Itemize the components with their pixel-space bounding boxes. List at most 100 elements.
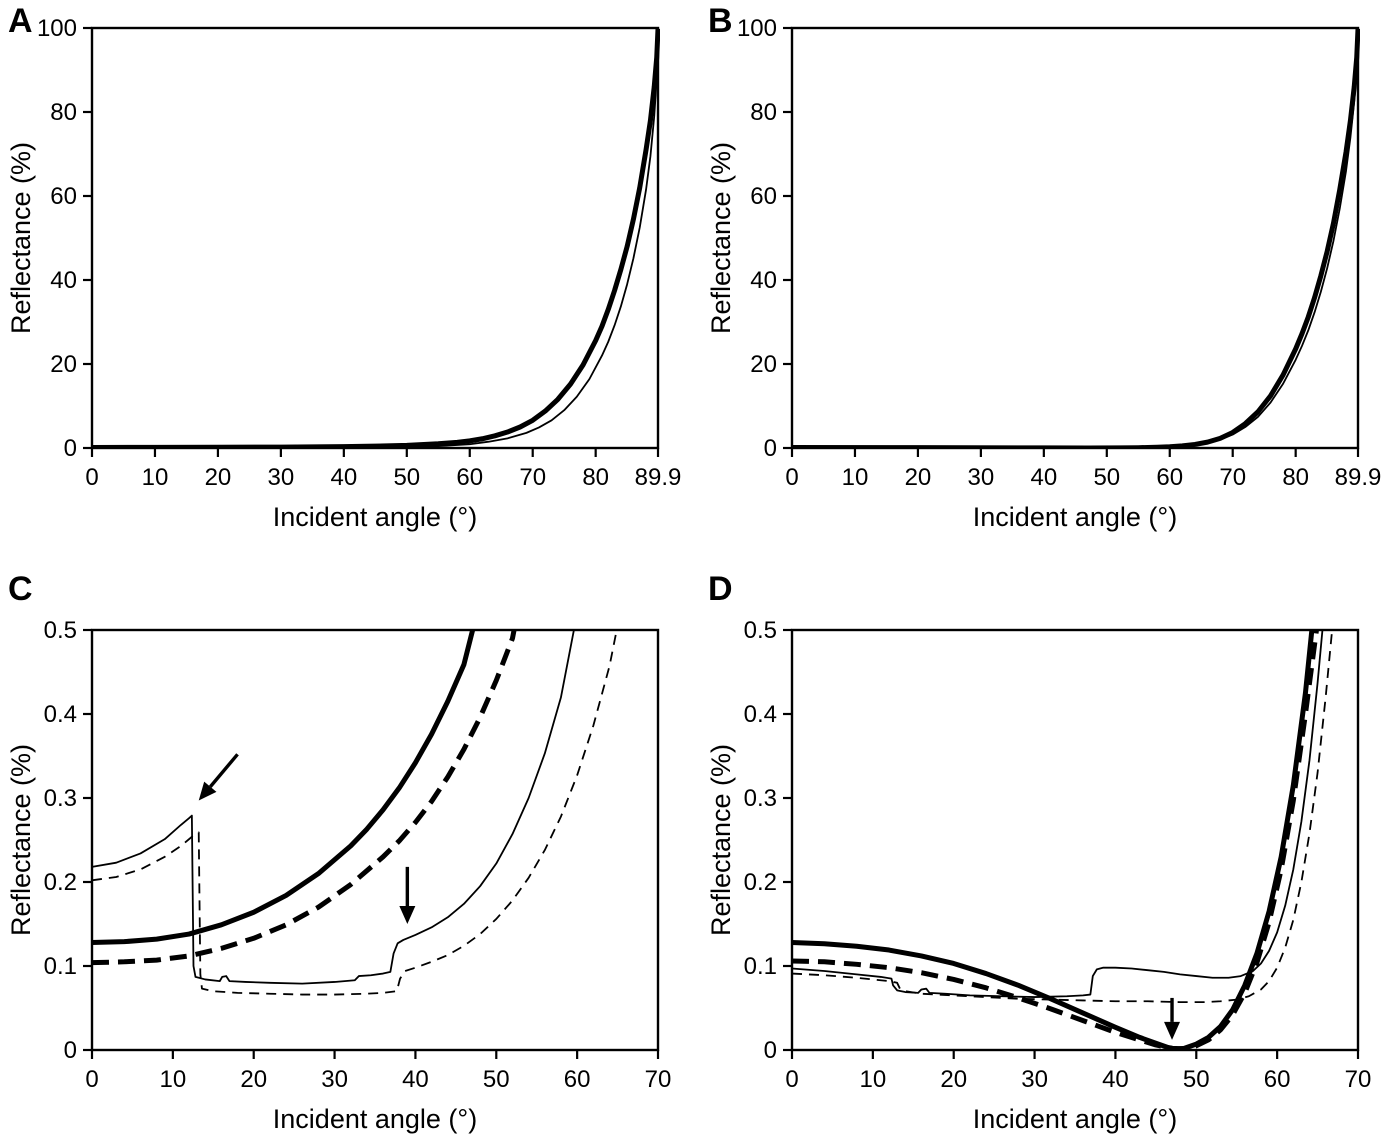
x-axis-label: Incident angle (°): [273, 1104, 477, 1134]
panel-b-chart: 0 10 20 30 40 50 60 70 80 89.9 0 20 40 60 80 100 Inciden…: [706, 15, 1382, 532]
y-tick-label: 0.1: [744, 953, 777, 980]
x-tick-label: 70: [1345, 1066, 1372, 1093]
x-tick-label: 70: [645, 1066, 672, 1093]
panel-a-letter: A: [8, 2, 34, 40]
x-tick-label: 10: [842, 464, 869, 491]
panel-a: A 0 10 20 30 40 50 60 70 80 89.9 0 20 40 60 80 100 Incid…: [0, 0, 700, 568]
x-axis-label: Incident angle (°): [973, 502, 1177, 532]
series-thin-solid: [791, 630, 1324, 998]
y-tick-label: 40: [50, 267, 77, 294]
y-tick-label: 60: [750, 183, 777, 210]
x-tick-label: 60: [456, 464, 483, 491]
y-tick-label: 20: [50, 351, 77, 378]
y-tick-label: 0.2: [44, 869, 77, 896]
y-tick-label: 0.4: [44, 701, 77, 728]
x-tick-label: 0: [85, 1066, 98, 1093]
x-tick-label: 50: [1183, 1066, 1210, 1093]
y-tick-label: 0.5: [744, 617, 777, 644]
y-tick-label: 0: [764, 1037, 777, 1064]
y-tick-label: 0: [764, 435, 777, 462]
x-tick-label: 20: [240, 1066, 267, 1093]
y-tick-label: 40: [750, 267, 777, 294]
plot-frame: [90, 628, 660, 1052]
y-tick-label: 100: [737, 15, 777, 42]
peak-arrow-shaft: [209, 753, 239, 788]
x-tick-label: 20: [205, 464, 232, 491]
x-tick-label: 20: [905, 464, 932, 491]
step-arrow-head: [399, 906, 416, 924]
y-tick-label: 100: [37, 15, 77, 42]
x-tick-label: 30: [1021, 1066, 1048, 1093]
series-thick-solid: [91, 630, 476, 945]
plot-frame: [790, 628, 1360, 1052]
series-thick-solid: [791, 28, 1360, 448]
x-tick-label: 30: [321, 1066, 348, 1093]
series-thick-solid: [91, 28, 660, 448]
panel-d: D 0 10 20 30 40 50 60 70 0 0.1 0.2 0.3 0.4 0.5 Inciden…: [700, 568, 1400, 1136]
series-thick-dashed: [791, 630, 1319, 1050]
y-tick-label: 0.2: [744, 869, 777, 896]
x-tick-label: 40: [1102, 1066, 1129, 1093]
y-axis-label: Reflectance (%): [6, 744, 36, 936]
y-tick-label: 80: [750, 99, 777, 126]
series-thin-solid: [91, 38, 659, 448]
panel-d-chart: 0 10 20 30 40 50 60 70 0 0.1 0.2 0.3 0.4 0.5 Incident …: [706, 617, 1372, 1134]
x-tick-label: 50: [393, 464, 420, 491]
x-axis-label: Incident angle (°): [273, 502, 477, 532]
x-tick-label: 10: [142, 464, 169, 491]
panel-b-letter: B: [708, 2, 734, 40]
series-thick-dashed: [91, 630, 517, 966]
y-tick-label: 0.1: [44, 953, 77, 980]
x-tick-label: 80: [582, 464, 609, 491]
x-tick-label: 0: [785, 464, 798, 491]
x-tick-label: 70: [1219, 464, 1246, 491]
plot-frame: [790, 26, 1360, 450]
minimum-arrow-head: [1164, 1021, 1181, 1040]
x-tick-label: 50: [1093, 464, 1120, 491]
x-tick-label: 30: [268, 464, 295, 491]
y-tick-label: 20: [750, 351, 777, 378]
panel-c-chart: 0 10 20 30 40 50 60 70 0 0.1 0.2 0.3 0.4 0.5 Incident …: [6, 617, 672, 1134]
x-tick-label: 60: [564, 1066, 591, 1093]
x-tick-label: 40: [330, 464, 357, 491]
y-tick-label: 0.5: [44, 617, 77, 644]
y-axis-label: Reflectance (%): [706, 744, 736, 936]
y-tick-label: 0.3: [744, 785, 777, 812]
panel-a-chart: 0 10 20 30 40 50 60 70 80 89.9 0 20 40 60 80 100 Inciden…: [6, 15, 682, 532]
panel-c: C 0 10 20 30 40 50 60 70 0 0.1 0.2 0.3 0.4 0.5 Inciden…: [0, 568, 700, 1136]
series-thin-dashed: [791, 630, 1334, 1004]
x-tick-label: 40: [402, 1066, 429, 1093]
x-axis-label: Incident angle (°): [973, 1104, 1177, 1134]
y-tick-label: 0.3: [44, 785, 77, 812]
peak-arrow-head: [198, 781, 217, 801]
y-tick-label: 0.4: [744, 701, 777, 728]
series-thin-solid: [791, 34, 1359, 448]
y-tick-label: 60: [50, 183, 77, 210]
y-axis-label: Reflectance (%): [6, 142, 36, 334]
x-tick-label: 89.9: [635, 464, 682, 491]
x-tick-label: 0: [85, 464, 98, 491]
x-tick-label: 50: [483, 1066, 510, 1093]
series-thick-solid: [791, 630, 1315, 1050]
x-tick-label: 20: [940, 1066, 967, 1093]
y-tick-label: 0: [64, 435, 77, 462]
panel-d-letter: D: [708, 570, 734, 608]
x-tick-label: 89.9: [1335, 464, 1382, 491]
y-tick-label: 0: [64, 1037, 77, 1064]
panel-b: B 0 10 20 30 40 50 60 70 80 89.9 0 20 40 60 80 100 Incid…: [700, 0, 1400, 568]
x-tick-label: 60: [1156, 464, 1183, 491]
x-tick-label: 30: [968, 464, 995, 491]
x-tick-label: 80: [1282, 464, 1309, 491]
panel-c-letter: C: [8, 570, 34, 608]
x-tick-label: 10: [160, 1066, 187, 1093]
x-tick-label: 60: [1264, 1066, 1291, 1093]
x-tick-label: 70: [519, 464, 546, 491]
y-axis-label: Reflectance (%): [706, 142, 736, 334]
y-tick-label: 80: [50, 99, 77, 126]
x-tick-label: 0: [785, 1066, 798, 1093]
series-thin-solid: [91, 630, 575, 985]
x-tick-label: 40: [1030, 464, 1057, 491]
plot-frame: [90, 26, 660, 450]
x-tick-label: 10: [860, 1066, 887, 1093]
